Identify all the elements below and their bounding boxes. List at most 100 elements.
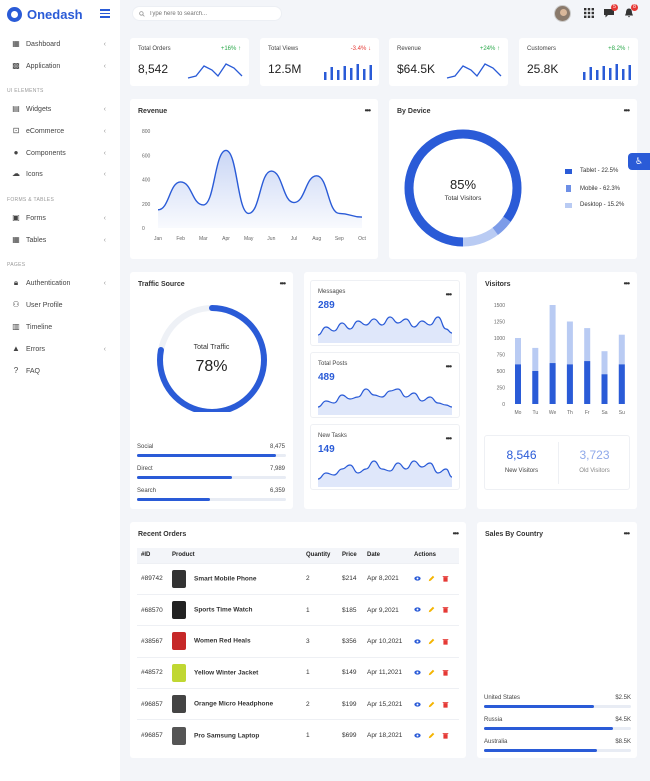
sidebar-item-label: Authentication	[26, 279, 71, 287]
order-date: Apr 10,2021	[367, 625, 414, 658]
edit-icon[interactable]	[428, 669, 435, 676]
sidebar-item-timeline[interactable]: ▥ Timeline	[12, 320, 112, 334]
delete-icon[interactable]	[442, 606, 449, 614]
table-row[interactable]: #89742 Smart Mobile Phone 2 $214 Apr 8,2…	[137, 562, 459, 595]
legend-desktop: Desktop - 15.2%	[565, 202, 624, 208]
more-options-icon[interactable]: •••	[279, 279, 286, 288]
view-icon[interactable]	[414, 606, 421, 613]
stat-change-text: +16%	[220, 46, 237, 52]
edit-icon[interactable]	[428, 732, 435, 739]
traffic-source-value: 7,989	[269, 466, 285, 472]
question-icon: ?	[13, 366, 19, 375]
more-options-icon[interactable]: •••	[445, 362, 452, 371]
sidebar-item-tables[interactable]: ▦ Tables ‹	[12, 233, 112, 247]
stat-change-text: +8.2%	[608, 46, 626, 52]
more-options-icon[interactable]: •••	[445, 290, 452, 299]
arrow-up-icon: ↑	[238, 46, 241, 52]
edit-icon[interactable]	[428, 701, 435, 708]
sidebar-item-icons[interactable]: ☁ Icons ‹	[12, 167, 112, 181]
user-avatar[interactable]	[554, 5, 571, 22]
traffic-source-fill	[137, 454, 276, 457]
y-tick-label: 400	[142, 178, 151, 184]
sidebar-item-user-profile[interactable]: ⚇ User Profile	[12, 298, 112, 312]
sidebar-item-widgets[interactable]: ▤ Widgets ‹	[12, 102, 112, 116]
search-input[interactable]	[149, 10, 274, 17]
visitors-bar-new	[515, 364, 521, 404]
x-tick-label: Sa	[601, 410, 607, 416]
delete-icon[interactable]	[442, 669, 449, 676]
stat-title: Total Orders	[138, 46, 171, 52]
view-icon[interactable]	[414, 732, 421, 739]
x-tick-label: Fr	[585, 410, 590, 416]
table-row[interactable]: #96857 Pro Samsung Laptop 1 $699 Apr 18,…	[137, 719, 459, 752]
table-row[interactable]: #68570 Sports Time Watch 1 $185 Apr 9,20…	[137, 593, 459, 626]
order-id: #96857	[137, 719, 172, 752]
widget-icon: ▤	[12, 104, 20, 113]
alerts-badge: 8	[631, 4, 638, 11]
stat-sparkline	[324, 64, 372, 80]
delete-icon[interactable]	[442, 701, 449, 708]
order-product: Orange Micro Headphone	[194, 700, 274, 708]
mini-card-value: 289	[318, 300, 335, 311]
order-date: Apr 9,2021	[367, 593, 414, 626]
order-product: Yellow Winter Jacket	[194, 669, 259, 677]
sidebar-item-forms[interactable]: ▣ Forms ‹	[12, 211, 112, 225]
bell-icon[interactable]: 8	[624, 4, 638, 18]
table-row[interactable]: #38567 Women Red Heals 3 $356 Apr 10,202…	[137, 625, 459, 658]
stat-sparkline	[187, 63, 243, 79]
view-icon[interactable]	[414, 575, 421, 582]
edit-icon[interactable]	[428, 575, 435, 582]
delete-icon[interactable]	[442, 575, 449, 582]
col-actions: Actions	[414, 548, 459, 563]
sidebar-item-label: eCommerce	[26, 127, 65, 135]
delete-icon[interactable]	[442, 732, 449, 739]
sidebar-item-application[interactable]: ▩ Application ‹	[12, 59, 112, 73]
edit-icon[interactable]	[428, 606, 435, 613]
chevron-left-icon: ‹	[103, 149, 106, 157]
visitors-bar-new	[601, 374, 608, 404]
sidebar-item-ecommerce[interactable]: ⊡ eCommerce ‹	[12, 124, 112, 138]
menu-toggle-icon[interactable]	[100, 9, 110, 20]
view-icon[interactable]	[414, 638, 421, 645]
sidebar-item-authentication[interactable]: 🔒︎ Authentication ‹	[12, 276, 112, 290]
more-options-icon[interactable]: •••	[623, 529, 630, 538]
sidebar-item-faq[interactable]: ? FAQ	[12, 364, 112, 378]
view-icon[interactable]	[414, 701, 421, 708]
table-row[interactable]: #96857 Orange Micro Headphone 2 $199 Apr…	[137, 688, 459, 720]
more-options-icon[interactable]: •••	[623, 106, 630, 115]
mini-card-1: Total Posts 489 •••	[310, 352, 460, 418]
sidebar-item-errors[interactable]: ▲ Errors ‹	[12, 342, 112, 356]
arrow-down-icon: ↓	[368, 46, 371, 52]
table-row[interactable]: #48572 Yellow Winter Jacket 1 $149 Apr 1…	[137, 656, 459, 689]
legend-label: Tablet - 22.5%	[580, 168, 619, 174]
more-options-icon[interactable]: •••	[623, 279, 630, 288]
cart-icon: ⊡	[12, 126, 20, 135]
sidebar-item-components[interactable]: ● Components ‹	[12, 146, 112, 160]
visitors-bar-chart: 1500 1250 1000 750 500 250 0 Mo Tu We Th Fr Sa Su	[494, 303, 625, 416]
orders-title: Recent Orders	[138, 531, 187, 538]
more-options-icon[interactable]: •••	[364, 106, 371, 115]
chevron-left-icon: ‹	[103, 170, 106, 178]
y-tick-label: 750	[497, 353, 506, 359]
form-icon: ▣	[12, 213, 20, 222]
messages-icon[interactable]: 5	[604, 4, 618, 18]
y-tick-label: 250	[497, 386, 506, 392]
accessibility-icon[interactable]: ♿︎	[628, 153, 650, 170]
edit-icon[interactable]	[428, 638, 435, 645]
sidebar-item-dashboard[interactable]: ▦ Dashboard ‹	[12, 37, 112, 51]
sidebar-item-label: Widgets	[26, 105, 52, 113]
country-fill	[484, 727, 614, 730]
delete-icon[interactable]	[442, 638, 449, 645]
more-options-icon[interactable]: •••	[445, 434, 452, 443]
arrow-up-icon: ↑	[497, 46, 500, 52]
x-tick-label: Mo	[515, 410, 522, 416]
stat-card-3: Customers +8.2% ↑ 25.8K	[519, 38, 638, 86]
order-id: #48572	[137, 656, 172, 689]
messages-badge: 5	[611, 4, 618, 11]
device-title: By Device	[397, 108, 431, 115]
search-box[interactable]	[132, 6, 282, 21]
more-options-icon[interactable]: •••	[452, 529, 459, 538]
brand-logo[interactable]: Onedash	[7, 6, 83, 22]
view-icon[interactable]	[414, 669, 421, 676]
apps-grid-icon[interactable]	[584, 8, 594, 18]
